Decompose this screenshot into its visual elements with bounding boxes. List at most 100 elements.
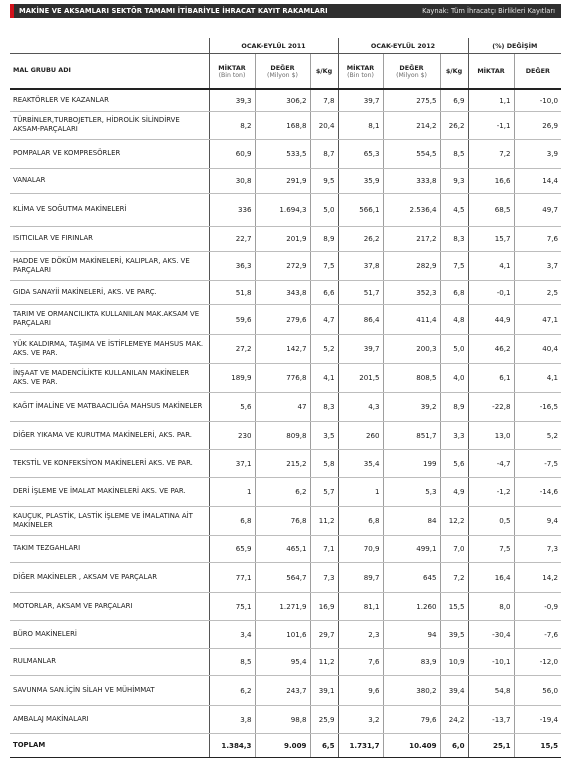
value-2012-header: DEĞER (Milyon $): [382, 53, 441, 90]
value-2011-cell: 201,9: [254, 226, 310, 252]
quantity-2011-cell: 65,9: [208, 535, 255, 563]
change-quantity-cell: -13,7: [467, 705, 515, 734]
product-group-name: AMBALAJ MAKİNALARI: [10, 705, 209, 734]
quantity-2012-cell: 86,4: [337, 304, 384, 335]
per-kg-2011-cell: 6,5: [309, 732, 339, 758]
value-2012-cell: 84: [382, 506, 441, 536]
change-value-cell: -0,9: [513, 592, 562, 621]
change-quantity-cell: 1,1: [467, 89, 515, 112]
value-2011-cell: 47: [254, 392, 310, 422]
value-2012-cell: 214,2: [382, 111, 441, 140]
change-quantity-cell: -1,2: [467, 477, 515, 507]
quantity-2012-cell: 4,3: [337, 392, 384, 422]
value-2011-cell: 95,4: [254, 648, 310, 676]
product-group-name: DİĞER YIKAMA VE KURUTMA MAKİNELERİ, AKS.…: [10, 421, 209, 450]
value-2012-cell: 94: [382, 620, 441, 649]
per-kg-2011-cell: 8,3: [309, 392, 339, 422]
per-kg-2012-cell: 8,9: [439, 392, 469, 422]
product-group-name: İNŞAAT VE MADENCİLİKTE KULLANILAN MAKİNE…: [10, 363, 209, 393]
per-kg-2012-cell: 5,0: [439, 334, 469, 364]
quantity-2011-cell: 77,1: [208, 562, 255, 593]
per-kg-2012-cell: 6,9: [439, 89, 469, 112]
change-value-cell: 56,0: [513, 675, 562, 706]
change-quantity-cell: 6,1: [467, 363, 515, 393]
value-2011-cell: 1.271,9: [254, 592, 310, 621]
per-kg-2012-cell: 4,0: [439, 363, 469, 393]
change-value-cell: -7,5: [513, 449, 562, 478]
quantity-2012-cell: 70,9: [337, 535, 384, 563]
value-2012-cell: 5,3: [382, 477, 441, 507]
quantity-2011-cell: 60,9: [208, 139, 255, 169]
product-group-name: GIDA SANAYİİ MAKİNELERİ, AKS. VE PARÇ.: [10, 280, 209, 305]
change-value-cell: 7,6: [513, 226, 562, 252]
period-header-row: OCAK-EYLÜL 2011 OCAK-EYLÜL 2012 (%) DEĞİ…: [10, 38, 562, 54]
period-2011-header: OCAK-EYLÜL 2011: [208, 38, 339, 54]
change-quantity-cell: 7,2: [467, 139, 515, 169]
per-kg-2011-cell: 5,0: [309, 193, 339, 227]
per-kg-2011-cell: 5,8: [309, 449, 339, 478]
per-kg-2011-header: $/Kg: [309, 53, 339, 90]
product-group-name: VANALAR: [10, 168, 209, 194]
per-kg-2012-cell: 39,4: [439, 675, 469, 706]
value-2011-cell: 533,5: [254, 139, 310, 169]
value-2011-cell: 279,6: [254, 304, 310, 335]
table-row: REAKTÖRLER VE KAZANLAR 39,3 306,2 7,8 39,7 27…: [10, 89, 562, 112]
quantity-2011-cell: 1: [208, 477, 255, 507]
change-value-cell: 47,1: [513, 304, 562, 335]
quantity-2012-cell: 89,7: [337, 562, 384, 593]
table-title: MAKİNE VE AKSAMLARI SEKTÖR TAMAMI İTİBAR…: [19, 7, 328, 15]
quantity-2011-cell: 189,9: [208, 363, 255, 393]
value-2012-cell: 554,5: [382, 139, 441, 169]
value-2012-cell: 83,9: [382, 648, 441, 676]
per-kg-2011-cell: 25,9: [309, 705, 339, 734]
quantity-2011-cell: 6,8: [208, 506, 255, 536]
table-row: KAUÇUK, PLASTİK, LASTİK İŞLEME VE İMALAT…: [10, 506, 562, 536]
per-kg-2011-cell: 5,7: [309, 477, 339, 507]
product-group-name: TARIM VE ORMANCILIKTA KULLANILAN MAK.AKS…: [10, 304, 209, 335]
value-2012-cell: 199: [382, 449, 441, 478]
table-row: DERİ İŞLEME VE İMALAT MAKİNELERİ AKS. VE…: [10, 477, 562, 507]
blank-header-cell: [10, 38, 209, 54]
table-row: YÜK KALDIRMA, TAŞIMA VE İSTİFLEMEYE MAHS…: [10, 334, 562, 364]
product-group-name: KAĞIT İMALİNE VE MATBAACILIĞA MAHSUS MAK…: [10, 392, 209, 422]
table-row: GIDA SANAYİİ MAKİNELERİ, AKS. VE PARÇ. 51…: [10, 280, 562, 305]
quantity-2012-cell: 201,5: [337, 363, 384, 393]
per-kg-2011-cell: 7,8: [309, 89, 339, 112]
quantity-2012-cell: 3,2: [337, 705, 384, 734]
table-row: KLİMA VE SOĞUTMA MAKİNELERİ 336 1.694,3 5,0…: [10, 193, 562, 227]
per-kg-2011-cell: 20,4: [309, 111, 339, 140]
table-row: KAĞIT İMALİNE VE MATBAACILIĞA MAHSUS MAK…: [10, 392, 562, 422]
table-row: MOTORLAR, AKSAM VE PARÇALARI 75,1 1.271,9 1…: [10, 592, 562, 621]
per-kg-2011-cell: 9,5: [309, 168, 339, 194]
change-value-cell: 7,3: [513, 535, 562, 563]
value-2011-cell: 291,9: [254, 168, 310, 194]
change-quantity-cell: 4,1: [467, 251, 515, 281]
change-value-cell: -16,5: [513, 392, 562, 422]
quantity-2011-cell: 39,3: [208, 89, 255, 112]
quantity-2012-cell: 35,4: [337, 449, 384, 478]
table-row: DİĞER MAKİNELER , AKSAM VE PARÇALAR 77,1 5…: [10, 562, 562, 593]
change-value-cell: -7,6: [513, 620, 562, 649]
per-kg-2011-cell: 16,9: [309, 592, 339, 621]
change-value-cell: 26,9: [513, 111, 562, 140]
value-2011-cell: 272,9: [254, 251, 310, 281]
value-2011-cell: 564,7: [254, 562, 310, 593]
table-row: İNŞAAT VE MADENCİLİKTE KULLANILAN MAKİNE…: [10, 363, 562, 393]
product-group-name: DİĞER MAKİNELER , AKSAM VE PARÇALAR: [10, 562, 209, 593]
change-quantity-header: MİKTAR: [467, 53, 515, 90]
change-value-cell: -14,6: [513, 477, 562, 507]
per-kg-2012-cell: 3,3: [439, 421, 469, 450]
per-kg-2012-cell: 15,5: [439, 592, 469, 621]
product-group-name: KLİMA VE SOĞUTMA MAKİNELERİ: [10, 193, 209, 227]
quantity-2011-cell: 36,3: [208, 251, 255, 281]
change-quantity-cell: 7,5: [467, 535, 515, 563]
change-quantity-cell: 54,8: [467, 675, 515, 706]
per-kg-2012-cell: 4,8: [439, 304, 469, 335]
product-group-name: BÜRO MAKİNELERİ: [10, 620, 209, 649]
change-value-cell: 14,4: [513, 168, 562, 194]
change-quantity-cell: 46,2: [467, 334, 515, 364]
value-2011-cell: 76,8: [254, 506, 310, 536]
quantity-2012-cell: 37,8: [337, 251, 384, 281]
change-value-cell: 14,2: [513, 562, 562, 593]
